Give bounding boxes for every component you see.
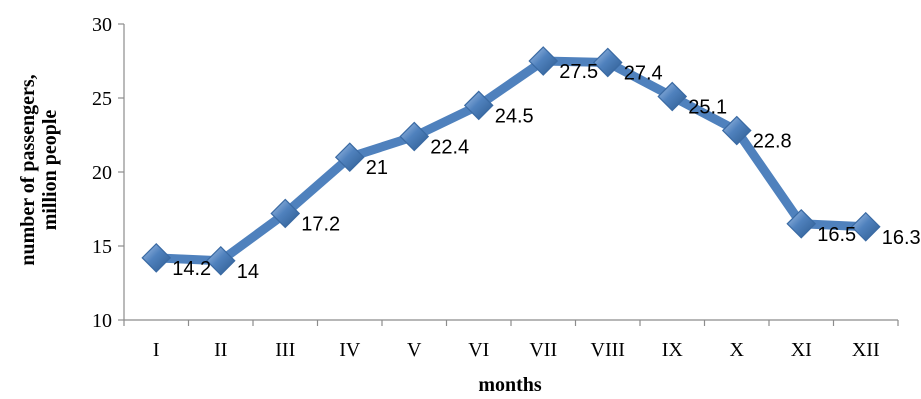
x-tick-label: V xyxy=(407,339,422,361)
y-tick-label: 25 xyxy=(92,88,112,110)
data-point-marker xyxy=(205,245,236,276)
data-label: 22.8 xyxy=(753,131,792,153)
x-tick-label: IX xyxy=(662,339,684,361)
data-label: 22.4 xyxy=(430,136,469,158)
y-axis-title-line-2: million people xyxy=(39,110,61,231)
x-tick-label: XI xyxy=(791,339,812,361)
x-tick-label: IV xyxy=(339,339,361,361)
x-tick-label: X xyxy=(730,339,745,361)
x-tick-label: VII xyxy=(529,339,557,361)
x-tick-label: VI xyxy=(468,339,489,361)
y-axis-title: number of passengers, million people xyxy=(17,74,61,265)
x-axis-title: months xyxy=(478,374,542,396)
series-line xyxy=(151,56,871,266)
data-label: 16.5 xyxy=(817,224,856,246)
data-label: 17.2 xyxy=(301,213,340,235)
data-point-marker xyxy=(334,142,365,173)
data-point-marker xyxy=(786,208,817,239)
x-tick-label: I xyxy=(153,339,160,361)
data-point-marker xyxy=(850,211,881,242)
data-point-marker xyxy=(592,47,623,78)
y-axis-title-line-1: number of passengers, xyxy=(17,74,39,265)
x-tick-label: III xyxy=(275,339,295,361)
data-point-marker xyxy=(141,242,172,273)
data-label: 21 xyxy=(366,157,388,179)
y-axis: 10 15 20 25 30 xyxy=(92,14,125,332)
data-point-marker xyxy=(528,46,559,76)
data-point-marker xyxy=(399,121,430,152)
data-point-marker xyxy=(463,90,494,121)
x-tick-label: II xyxy=(214,339,227,361)
x-axis: I II III IV V VI VII VIII IX X XI XII xyxy=(123,319,899,361)
data-label: 14.2 xyxy=(172,258,211,280)
data-label: 27.4 xyxy=(624,62,663,84)
series-markers xyxy=(141,46,881,276)
data-labels: 14.2 14 17.2 21 22.4 24.5 27.5 27.4 25.1 22.8 16.5… xyxy=(172,61,920,283)
y-tick-label: 20 xyxy=(92,162,112,184)
series-line-group xyxy=(151,56,871,266)
y-tick-label: 10 xyxy=(92,310,112,332)
y-tick-label: 15 xyxy=(92,236,112,258)
data-label: 14 xyxy=(237,261,259,283)
data-label: 16.3 xyxy=(882,227,921,249)
data-label: 27.5 xyxy=(559,61,598,83)
x-tick-label: XII xyxy=(852,339,880,361)
data-point-marker xyxy=(270,198,301,229)
y-tick-label: 30 xyxy=(92,14,112,36)
x-tick-label: VIII xyxy=(591,339,625,361)
data-point-marker xyxy=(721,115,752,146)
data-label: 24.5 xyxy=(495,105,534,127)
data-label: 25.1 xyxy=(688,97,727,119)
data-point-marker xyxy=(657,81,688,112)
